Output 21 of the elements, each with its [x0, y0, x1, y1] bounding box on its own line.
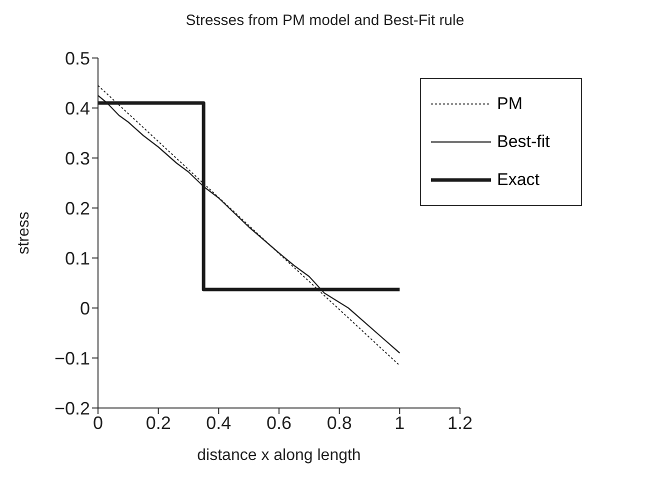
chart-title: Stresses from PM model and Best-Fit rule — [184, 11, 466, 31]
y-tick-label: 0.5 — [64, 48, 90, 68]
x-tick-label: 0 — [92, 412, 104, 433]
x-tick-label: 1 — [394, 412, 405, 433]
y-tick-label: −0.1 — [54, 348, 90, 368]
legend-label: Exact — [497, 170, 540, 190]
y-tick-label: −0.2 — [54, 398, 90, 418]
legend-label: Best-fit — [497, 132, 550, 152]
legend-label: PM — [497, 94, 522, 114]
x-tick-label: 1.2 — [447, 412, 473, 433]
y-tick-label: 0.4 — [64, 98, 90, 118]
x-tick-label: 0.2 — [146, 412, 171, 433]
y-tick-label: 0.2 — [64, 198, 90, 218]
y-axis-title: stress — [16, 212, 33, 254]
y-tick-label: 0.3 — [64, 148, 90, 168]
x-tick-label: 0.6 — [266, 412, 292, 433]
x-tick-label: 0.4 — [206, 412, 232, 433]
x-tick-label: 0.8 — [326, 412, 352, 433]
x-axis-title: distance x along length — [197, 447, 361, 464]
y-tick-label: 0.1 — [64, 248, 90, 268]
y-tick-label: 0 — [80, 298, 90, 318]
